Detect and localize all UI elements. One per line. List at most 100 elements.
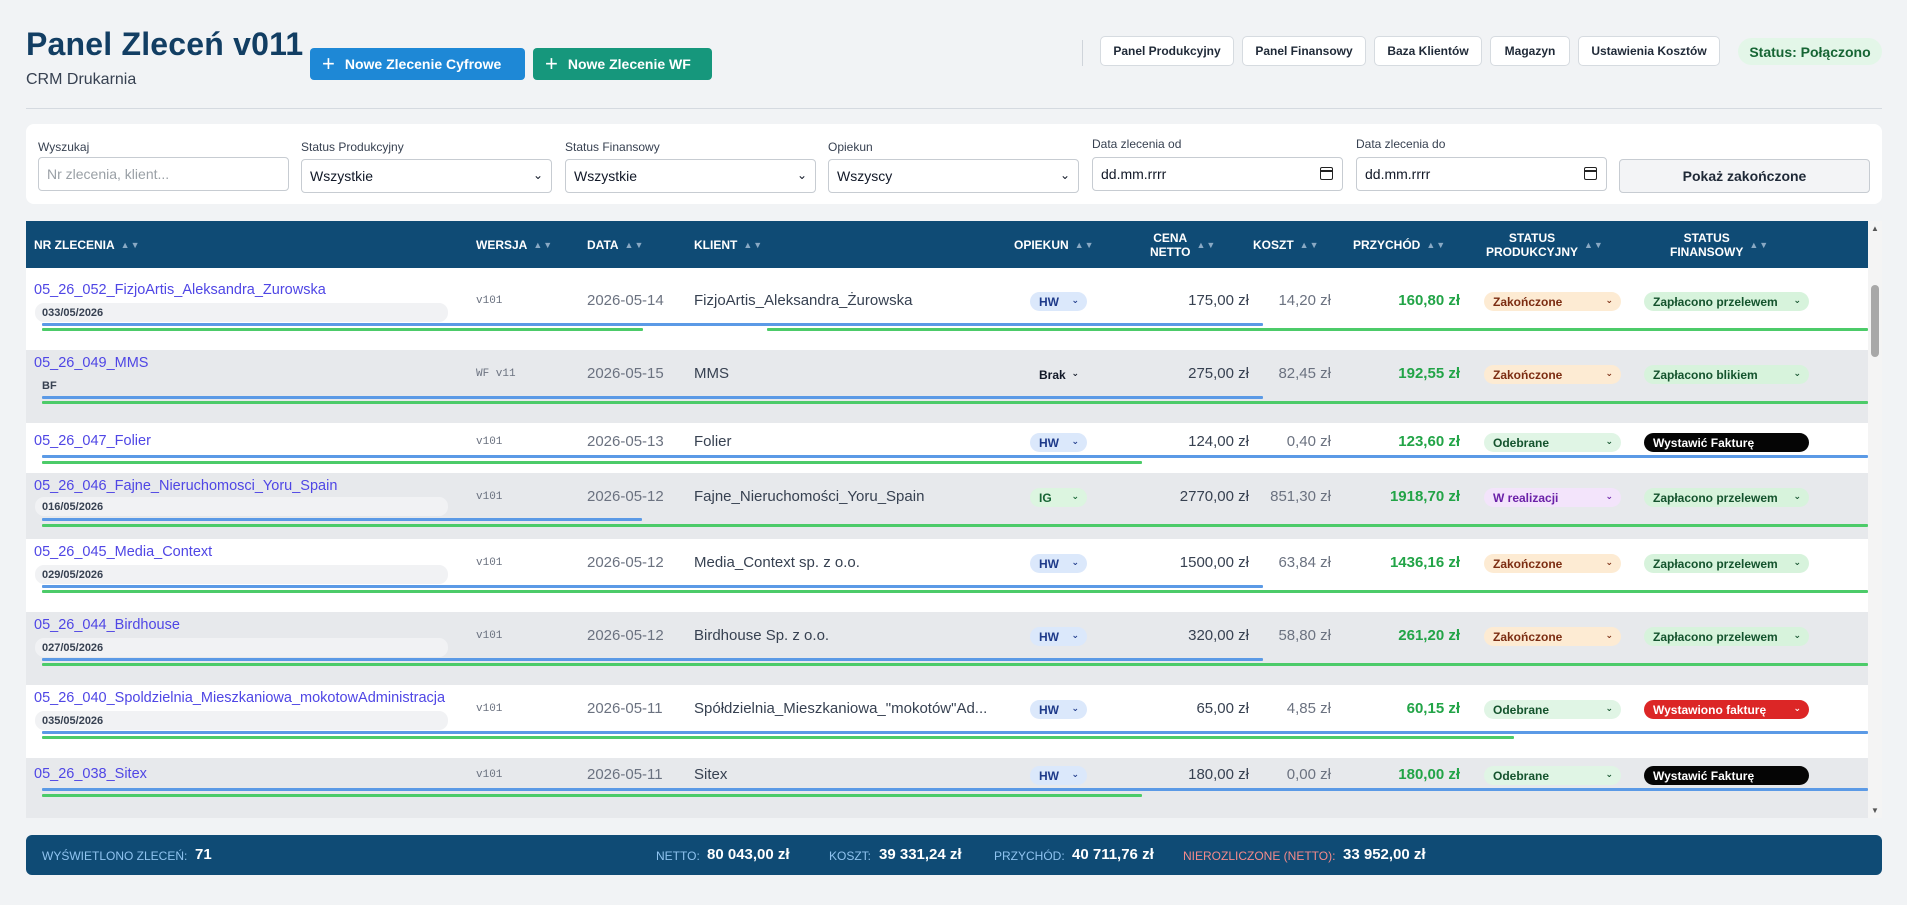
order-number-link[interactable]: 05_26_038_Sitex xyxy=(34,766,147,782)
order-number-link[interactable]: 05_26_044_Birdhouse xyxy=(34,617,180,633)
order-number-link[interactable]: 05_26_046_Fajne_Nieruchomosci_Yoru_Spain xyxy=(34,478,338,494)
sort-icon[interactable]: ▲▼ xyxy=(1299,239,1320,250)
cost-value: 39 331,24 zł xyxy=(879,846,962,863)
col-header-nr[interactable]: NR ZLECENIA ▲▼ xyxy=(34,221,141,268)
order-cost: 82,45 zł xyxy=(1278,365,1331,382)
order-number-link[interactable]: 05_26_045_Media_Context xyxy=(34,544,213,560)
date-to-input[interactable]: dd.mm.rrrr xyxy=(1356,157,1607,191)
col-header-client[interactable]: KLIENT ▲▼ xyxy=(694,221,763,268)
prod-status-badge[interactable]: Zakończone ⌄ xyxy=(1484,365,1621,384)
col-header-owner[interactable]: OPIEKUN ▲▼ xyxy=(1014,221,1095,268)
nav-production-panel[interactable]: Panel Produkcyjny xyxy=(1100,36,1234,66)
order-number-link[interactable]: 05_26_047_Folier xyxy=(34,433,151,449)
nav-finance-panel[interactable]: Panel Finansowy xyxy=(1242,36,1366,66)
col-header-fin-status-label: STATUS FINANSOWY xyxy=(1670,231,1743,259)
prod-status-badge[interactable]: Odebrane ⌄ xyxy=(1484,700,1621,719)
table-row[interactable]: 05_26_038_Sitex v101 2026-05-11 Sitex HW… xyxy=(26,758,1868,818)
show-completed-button[interactable]: Pokaż zakończone xyxy=(1619,159,1870,193)
fin-status-select[interactable]: Wszystkie ⌄ xyxy=(565,159,816,193)
owner-select[interactable]: Wszyscy ⌄ xyxy=(828,159,1079,193)
fin-status-badge[interactable]: Zapłacono blikiem ⌄ xyxy=(1644,365,1809,384)
fin-status-badge[interactable]: Zapłacono przelewem ⌄ xyxy=(1644,627,1809,646)
owner-badge[interactable]: HW ⌄ xyxy=(1030,433,1087,452)
order-number-link[interactable]: 05_26_052_FizjoArtis_Aleksandra_Zurowska xyxy=(34,282,326,298)
owner-badge[interactable]: Brak ⌄ xyxy=(1030,365,1087,384)
sort-icon[interactable]: ▲▼ xyxy=(1749,239,1770,250)
table-row[interactable]: 05_26_052_FizjoArtis_Aleksandra_Zurowska… xyxy=(26,277,1868,350)
prod-status-badge[interactable]: Zakończone ⌄ xyxy=(1484,627,1621,646)
fin-status-badge[interactable]: Zapłacono przelewem ⌄ xyxy=(1644,554,1809,573)
owner-badge[interactable]: HW ⌄ xyxy=(1030,700,1087,719)
chevron-down-icon: ⌄ xyxy=(1071,368,1079,378)
nav-cost-settings[interactable]: Ustawienia Kosztów xyxy=(1578,36,1720,66)
nav-clients-db[interactable]: Baza Klientów xyxy=(1374,36,1482,66)
col-header-cost[interactable]: KOSZT ▲▼ xyxy=(1253,221,1320,268)
order-cost: 851,30 zł xyxy=(1270,488,1331,505)
progress-bar-green xyxy=(42,794,1142,797)
prod-status-label: Zakończone xyxy=(1493,367,1563,382)
order-netto: 65,00 zł xyxy=(1196,700,1249,717)
col-header-revenue[interactable]: PRZYCHÓD ▲▼ xyxy=(1353,221,1446,268)
table-scrollbar[interactable]: ▲ ▼ xyxy=(1868,221,1882,818)
col-header-netto[interactable]: CENA NETTO ▲▼ xyxy=(1150,221,1216,268)
sort-icon[interactable]: ▲▼ xyxy=(533,239,554,250)
table-row[interactable]: 05_26_046_Fajne_Nieruchomosci_Yoru_Spain… xyxy=(26,473,1868,539)
order-revenue: 180,00 zł xyxy=(1398,766,1460,783)
prod-status-badge[interactable]: Zakończone ⌄ xyxy=(1484,554,1621,573)
col-header-prod-status-label: STATUS PRODUKCYJNY xyxy=(1486,231,1578,259)
sort-icon[interactable]: ▲▼ xyxy=(120,239,141,250)
owner-badge[interactable]: HW ⌄ xyxy=(1030,292,1087,311)
order-number-link[interactable]: 05_26_040_Spoldzielnia_Mieszkaniowa_moko… xyxy=(34,690,446,706)
col-header-version[interactable]: WERSJA ▲▼ xyxy=(476,221,553,268)
sort-icon[interactable]: ▲▼ xyxy=(1196,239,1217,250)
sort-icon[interactable]: ▲▼ xyxy=(624,239,645,250)
nav-warehouse[interactable]: Magazyn xyxy=(1490,36,1570,66)
scroll-down-icon[interactable]: ▼ xyxy=(1871,806,1879,815)
fin-status-label: Wystawić Fakturę xyxy=(1653,768,1755,783)
table-row[interactable]: 05_26_044_Birdhouse 027/05/2026 v101 202… xyxy=(26,612,1868,685)
sort-icon[interactable]: ▲▼ xyxy=(1584,239,1604,250)
fin-status-badge[interactable]: Wystawiono fakturę ⌄ xyxy=(1644,700,1809,719)
unsettled-label: NIEROZLICZONE (NETTO): xyxy=(1183,849,1336,863)
fin-status-badge[interactable]: Zapłacono przelewem ⌄ xyxy=(1644,292,1809,311)
prod-status-badge[interactable]: Odebrane ⌄ xyxy=(1484,766,1621,785)
owner-badge[interactable]: HW ⌄ xyxy=(1030,766,1087,785)
scroll-up-icon[interactable]: ▲ xyxy=(1871,224,1879,233)
chevron-down-icon: ⌄ xyxy=(1071,630,1079,640)
fin-status-badge[interactable]: Wystawić Fakturę xyxy=(1644,433,1809,452)
sort-icon[interactable]: ▲▼ xyxy=(743,239,764,250)
col-header-fin-status[interactable]: STATUS FINANSOWY ▲▼ xyxy=(1670,221,1769,268)
cost-label: KOSZT: xyxy=(829,849,872,863)
new-digital-order-button[interactable]: + Nowe Zlecenie Cyfrowe xyxy=(310,48,525,80)
fin-status-label: Status Finansowy xyxy=(565,140,660,154)
col-header-date[interactable]: DATA ▲▼ xyxy=(587,221,644,268)
new-wf-order-button[interactable]: + Nowe Zlecenie WF xyxy=(533,48,712,80)
col-header-netto-line1: CENA xyxy=(1153,230,1188,245)
prod-status-select[interactable]: Wszystkie ⌄ xyxy=(301,159,552,193)
owner-badge[interactable]: IG ⌄ xyxy=(1030,488,1087,507)
owner-badge[interactable]: HW ⌄ xyxy=(1030,554,1087,573)
calendar-icon[interactable] xyxy=(1320,167,1333,180)
owner-badge[interactable]: HW ⌄ xyxy=(1030,627,1087,646)
owner-badge-label: HW xyxy=(1039,435,1059,450)
table-row[interactable]: 05_26_047_Folier v101 2026-05-13 Folier … xyxy=(26,423,1868,473)
prod-status-badge[interactable]: W realizacji ⌄ xyxy=(1484,488,1621,507)
calendar-icon[interactable] xyxy=(1584,167,1597,180)
prod-status-badge[interactable]: Odebrane ⌄ xyxy=(1484,433,1621,452)
table-row[interactable]: 05_26_045_Media_Context 029/05/2026 v101… xyxy=(26,539,1868,612)
table-row[interactable]: 05_26_040_Spoldzielnia_Mieszkaniowa_moko… xyxy=(26,685,1868,758)
order-number-link[interactable]: 05_26_049_MMS xyxy=(34,355,149,371)
col-header-prod-status[interactable]: STATUS PRODUKCYJNY ▲▼ xyxy=(1486,221,1604,268)
date-from-input[interactable]: dd.mm.rrrr xyxy=(1092,157,1343,191)
fin-status-badge[interactable]: Zapłacono przelewem ⌄ xyxy=(1644,488,1809,507)
table-row[interactable]: 05_26_049_MMS BF WF v11 2026-05-15 MMS B… xyxy=(26,350,1868,423)
order-cost: 63,84 zł xyxy=(1278,554,1331,571)
sort-icon[interactable]: ▲▼ xyxy=(1074,239,1095,250)
sort-icon[interactable]: ▲▼ xyxy=(1426,239,1447,250)
col-header-cost-label: KOSZT xyxy=(1253,237,1294,252)
owner-badge-label: HW xyxy=(1039,768,1059,783)
fin-status-badge[interactable]: Wystawić Fakturę xyxy=(1644,766,1809,785)
scrollbar-thumb[interactable] xyxy=(1871,285,1879,357)
prod-status-badge[interactable]: Zakończone ⌄ xyxy=(1484,292,1621,311)
search-input[interactable]: Nr zlecenia, klient... xyxy=(38,157,289,191)
